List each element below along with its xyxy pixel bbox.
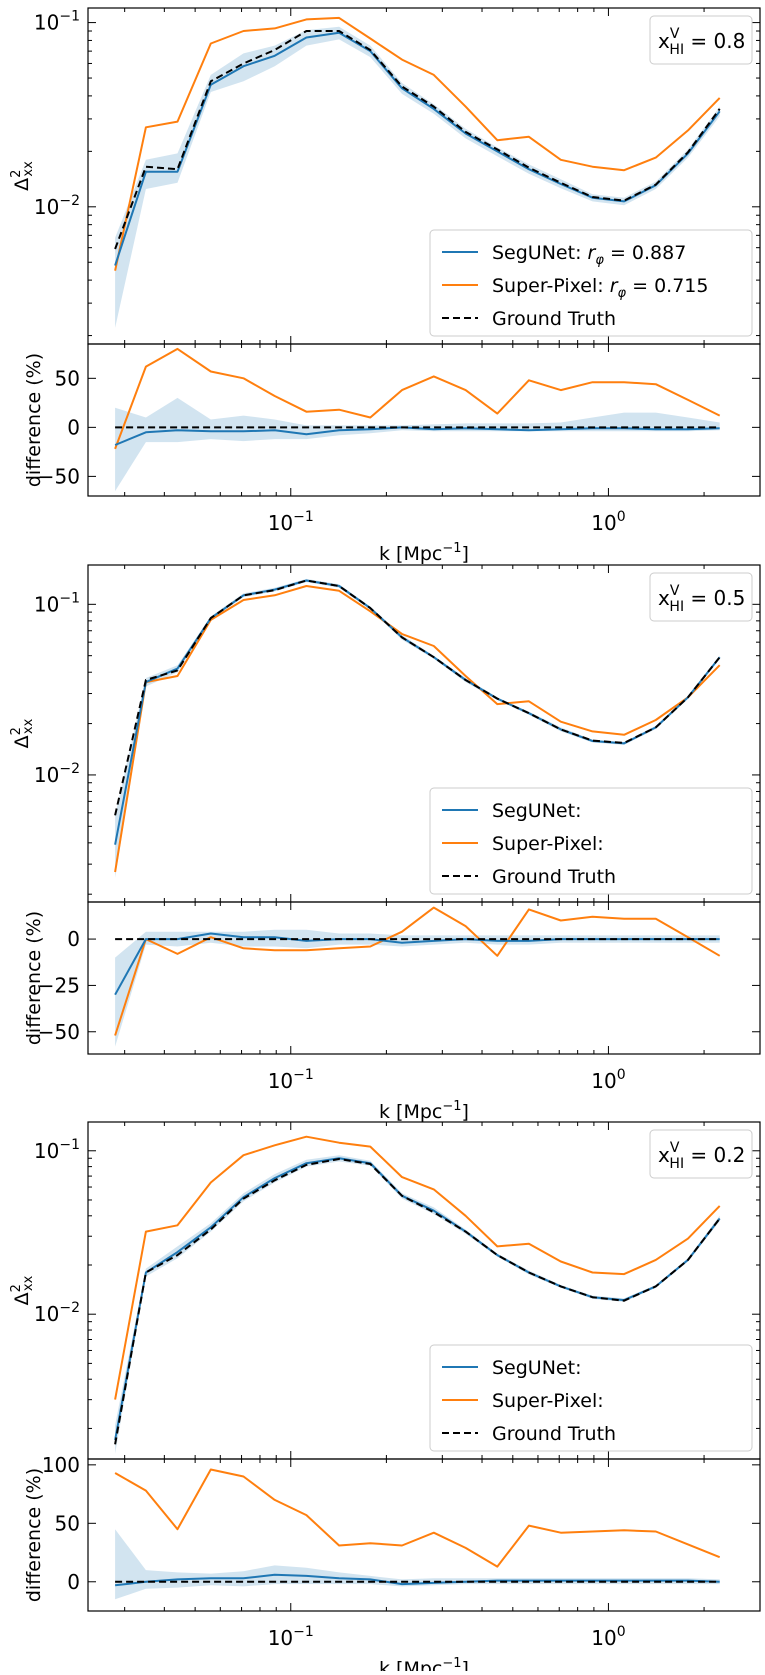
legend-label: SegUNet: bbox=[492, 1357, 581, 1379]
legend-item-superpixel: Super-Pixel: bbox=[442, 833, 604, 855]
legend-label: SegUNet: rφ = 0.887 bbox=[492, 242, 686, 268]
y-tick-label: 0 bbox=[67, 1570, 80, 1594]
superpixel-line bbox=[114, 16, 721, 271]
y-tick-label: 50 bbox=[55, 366, 80, 390]
y-tick-label: 10−1 bbox=[34, 1137, 80, 1163]
y-axis-label-power: Δ2xx bbox=[9, 1275, 36, 1305]
segunet-uncertainty-band bbox=[115, 397, 720, 492]
superpixel-line bbox=[114, 347, 721, 450]
legend-label: Ground Truth bbox=[492, 308, 616, 330]
annotation-box bbox=[649, 1129, 753, 1179]
legend-box bbox=[429, 229, 753, 337]
panel-3: 10−2 10−1 Δ2xx xV HI = 0.5 SegUNet: Super-Pix… bbox=[9, 564, 761, 903]
y-axis-label-power: Δ2xx bbox=[9, 161, 36, 191]
annotation-text: xV HI = 0.8 bbox=[658, 26, 745, 58]
plot-area bbox=[114, 906, 721, 1047]
plot-area bbox=[114, 347, 721, 492]
legend-item-segunet: SegUNet: rφ = 0.887 bbox=[442, 242, 686, 268]
axes-frame bbox=[87, 343, 761, 497]
y-tick-label: 10−1 bbox=[34, 590, 80, 616]
x-tick-label: 100 bbox=[591, 1624, 625, 1650]
legend: SegUNet: Super-Pixel: Ground Truth bbox=[429, 787, 753, 895]
axes-frame bbox=[87, 1458, 761, 1612]
plot-area bbox=[114, 16, 721, 328]
legend-label: SegUNet: bbox=[492, 800, 581, 822]
y-axis-label-power: Δ2xx bbox=[9, 718, 36, 748]
y-tick-label: 0 bbox=[67, 415, 80, 439]
legend-box bbox=[429, 787, 753, 895]
legend-item-segunet: SegUNet: bbox=[442, 1357, 581, 1379]
x-axis-label: k [Mpc−1] bbox=[379, 1099, 469, 1123]
legend-label: Super-Pixel: rφ = 0.715 bbox=[492, 275, 709, 301]
legend: SegUNet: Super-Pixel: Ground Truth bbox=[429, 1344, 753, 1452]
legend-label: Ground Truth bbox=[492, 866, 616, 888]
plot-area bbox=[114, 1135, 721, 1454]
axes-frame bbox=[87, 901, 761, 1055]
x-tick-label: 10−1 bbox=[268, 1067, 314, 1093]
y-tick-label: 100 bbox=[42, 1453, 80, 1477]
y-tick-label: 10−2 bbox=[34, 1300, 80, 1326]
superpixel-line bbox=[114, 1135, 721, 1400]
y-axis-label-difference: difference (%) bbox=[23, 1468, 45, 1602]
legend-label: Ground Truth bbox=[492, 1423, 616, 1445]
neutral-fraction-annotation: xV HI = 0.5 bbox=[649, 572, 753, 622]
panel-1: 10−2 10−1 Δ2xx xV HI = 0.8 SegUNet: rφ = 0.88… bbox=[9, 7, 761, 345]
plot-area bbox=[114, 1468, 721, 1600]
legend-item-ground-truth: Ground Truth bbox=[442, 1423, 616, 1445]
superpixel-line bbox=[114, 906, 721, 1036]
legend: SegUNet: rφ = 0.887 Super-Pixel: rφ = 0.7… bbox=[429, 229, 753, 337]
superpixel-line bbox=[114, 585, 721, 873]
segunet-line bbox=[114, 932, 720, 996]
y-tick-label: 10−1 bbox=[34, 9, 80, 35]
y-tick-label: −50 bbox=[38, 464, 80, 488]
x-axis-label: k [Mpc−1] bbox=[379, 1656, 469, 1671]
y-axis-label-difference: difference (%) bbox=[23, 911, 45, 1045]
y-axis-label-difference: difference (%) bbox=[23, 353, 45, 487]
legend-label: Super-Pixel: bbox=[492, 1390, 604, 1412]
neutral-fraction-annotation: xV HI = 0.2 bbox=[649, 1129, 753, 1179]
panel-5: 10−2 10−1 Δ2xx xV HI = 0.2 SegUNet: Super-Pix… bbox=[9, 1121, 761, 1460]
x-tick-label: 10−1 bbox=[268, 1624, 314, 1650]
legend-label: Super-Pixel: bbox=[492, 833, 604, 855]
x-tick-label: 100 bbox=[591, 1067, 625, 1093]
y-tick-label: −50 bbox=[38, 1020, 80, 1044]
y-tick-label: 10−2 bbox=[34, 761, 80, 787]
legend-item-segunet: SegUNet: bbox=[442, 800, 581, 822]
legend-item-superpixel: Super-Pixel: rφ = 0.715 bbox=[442, 275, 709, 301]
ground-truth-line bbox=[114, 1158, 721, 1445]
y-tick-label: 10−2 bbox=[34, 193, 80, 219]
legend-box bbox=[429, 1344, 753, 1452]
neutral-fraction-annotation: xV HI = 0.8 bbox=[649, 15, 753, 65]
ground-truth-line bbox=[114, 30, 721, 250]
y-tick-label: −25 bbox=[38, 973, 80, 997]
panel-4: −50 −25 0 difference (%) 10−1 100 k [Mpc−1] bbox=[23, 901, 761, 1123]
legend-item-ground-truth: Ground Truth bbox=[442, 308, 616, 330]
superpixel-line bbox=[114, 1468, 721, 1568]
segunet-line bbox=[114, 1573, 720, 1587]
annotation-box bbox=[649, 15, 753, 65]
x-axis-label: k [Mpc−1] bbox=[379, 541, 469, 565]
legend-item-ground-truth: Ground Truth bbox=[442, 866, 616, 888]
annotation-text: xV HI = 0.5 bbox=[658, 583, 745, 615]
x-tick-label: 10−1 bbox=[268, 509, 314, 535]
plot-area bbox=[114, 578, 721, 878]
y-tick-label: 50 bbox=[55, 1511, 80, 1535]
segunet-uncertainty-band bbox=[115, 929, 720, 1047]
panel-2: −50 0 50 difference (%) 10−1 100 k [Mpc−1] bbox=[23, 343, 761, 565]
y-tick-label: 0 bbox=[67, 927, 80, 951]
annotation-text: xV HI = 0.2 bbox=[658, 1140, 745, 1172]
annotation-box bbox=[649, 572, 753, 622]
x-tick-label: 100 bbox=[591, 509, 625, 535]
legend-item-superpixel: Super-Pixel: bbox=[442, 1390, 604, 1412]
ground-truth-line bbox=[114, 579, 721, 816]
